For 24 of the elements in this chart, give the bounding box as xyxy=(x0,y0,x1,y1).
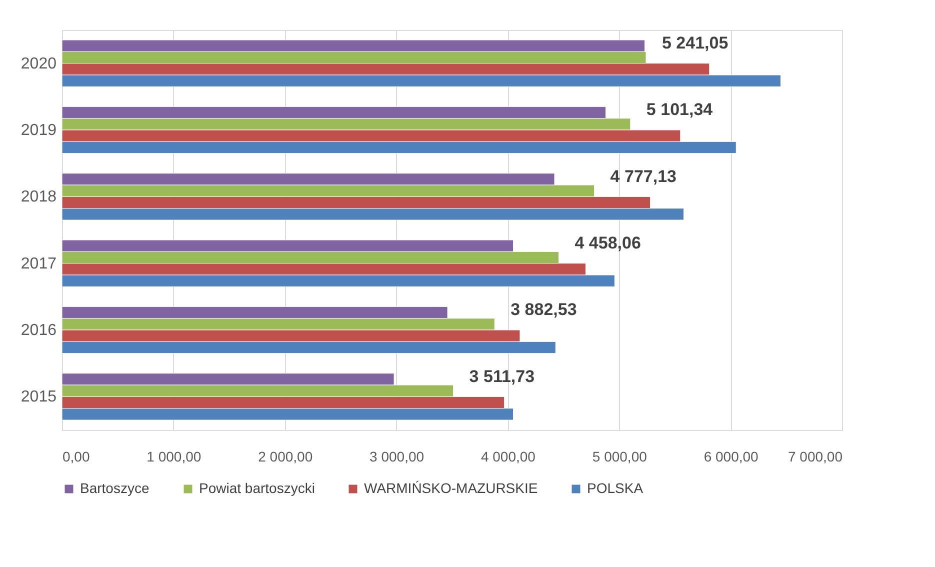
y-tick-label: 2017 xyxy=(20,255,57,272)
data-label: 4 458,06 xyxy=(574,234,641,252)
legend-label: Bartoszyce xyxy=(80,480,150,496)
data-label: 5 101,34 xyxy=(646,100,714,120)
legend-label: WARMIŃSKO-MAZURSKIE xyxy=(364,480,538,496)
x-tick-label: 5 000,00 xyxy=(592,448,648,464)
data-label: 5 241,05 xyxy=(662,34,728,52)
x-tick-label: 2 000,00 xyxy=(258,448,313,464)
legend-label: Powiat bartoszycki xyxy=(199,480,315,496)
data-label: 3 511,73 xyxy=(469,366,535,386)
x-tick-label: 7 000,00 xyxy=(788,448,843,464)
y-tick-label: 2018 xyxy=(20,188,57,206)
y-tick-label: 2020 xyxy=(20,55,57,72)
data-label: 3 882,53 xyxy=(510,300,577,320)
y-tick-label: 2015 xyxy=(20,388,57,406)
legend-label: POLSKA xyxy=(587,480,644,496)
x-tick-label: 6 000,00 xyxy=(704,448,759,464)
x-tick-label: 0,00 xyxy=(62,448,90,464)
x-tick-label: 3 000,00 xyxy=(370,448,424,464)
data-label: 4 777,13 xyxy=(610,166,676,186)
x-tick-label: 1 000,00 xyxy=(146,448,202,464)
x-tick-label: 4 000,00 xyxy=(480,448,536,464)
y-tick-label: 2019 xyxy=(20,122,57,139)
y-tick-label: 2016 xyxy=(20,322,57,339)
